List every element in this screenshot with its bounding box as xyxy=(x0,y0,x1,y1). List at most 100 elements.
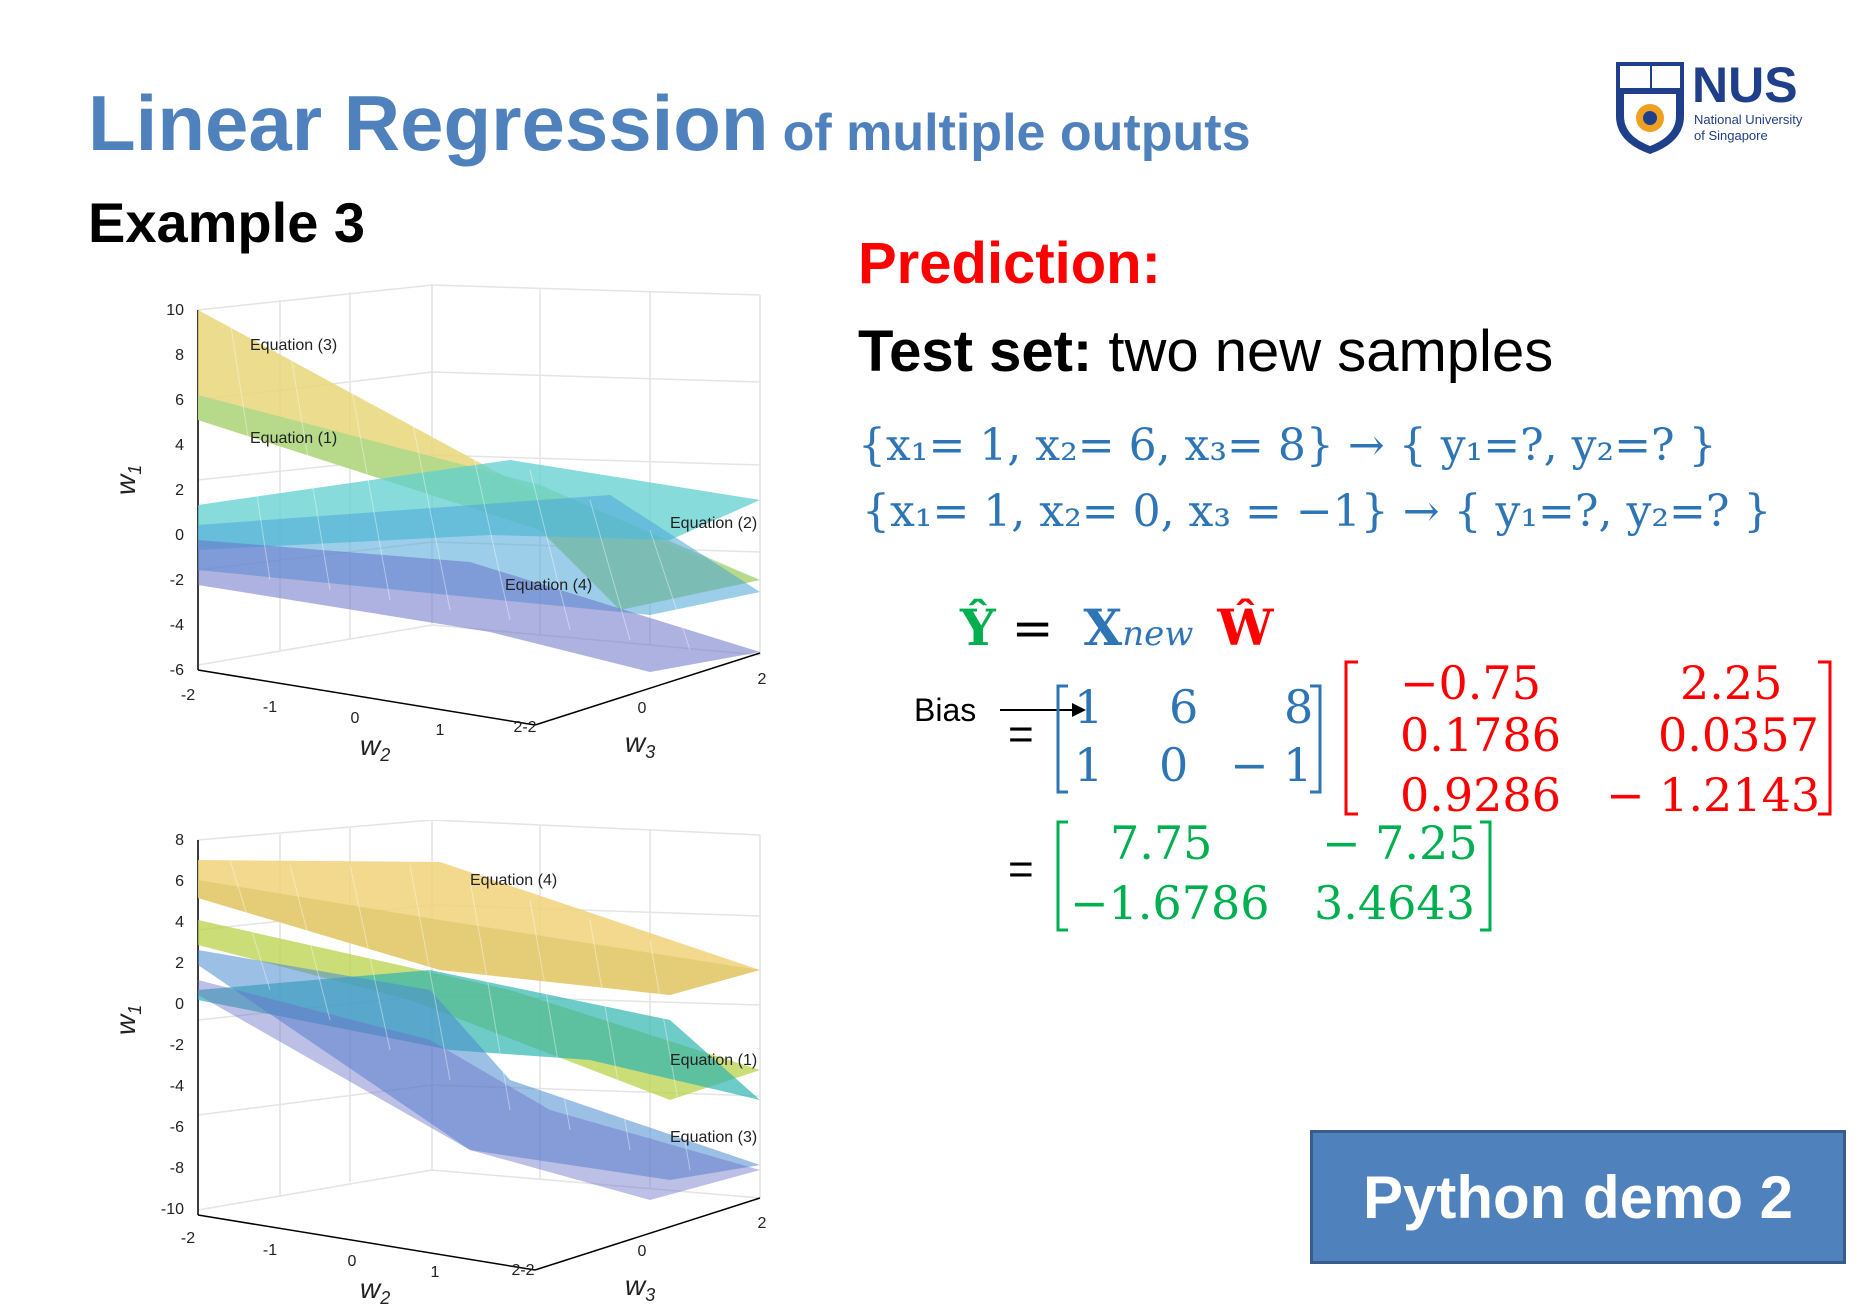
w-cell: −0.75 xyxy=(1400,656,1541,710)
example-heading: Example 3 xyxy=(88,191,366,254)
y-tick: 10 xyxy=(166,302,184,319)
z-axis-label: w xyxy=(625,727,647,758)
title-sub: of multiple outputs xyxy=(782,104,1251,162)
surface-plot-1: 10 8 6 4 2 0 -2 -4 -6 -2 -1 0 1 2-2 0 2 … xyxy=(110,280,790,770)
y-tick: -2 xyxy=(170,572,184,589)
test-set-text: two new samples xyxy=(1108,319,1554,384)
x-cell: − 1 xyxy=(1230,738,1313,792)
sample-1: {x₁= 1, x₂= 6, x₃= 8} → { y₁=?, y₂=? } xyxy=(858,420,1717,471)
plot-annotation: Equation (3) xyxy=(250,337,337,354)
sample-1-arrow: → xyxy=(1347,420,1385,471)
result-cell: −1.6786 xyxy=(1070,876,1270,930)
y-tick: -4 xyxy=(170,617,184,634)
x-cell: 1 xyxy=(1074,738,1104,792)
result-cell: 7.75 xyxy=(1110,816,1213,870)
y-tick: -6 xyxy=(170,662,184,679)
svg-text:w2: w2 xyxy=(360,1273,390,1308)
y-tick: -4 xyxy=(170,1078,184,1095)
y-hat-symbol: Ŷ xyxy=(960,598,996,657)
y-tick: 4 xyxy=(175,914,184,931)
x-tick: 1 xyxy=(436,722,445,739)
y-tick: 6 xyxy=(175,873,184,890)
logo-line1: National University xyxy=(1694,112,1803,127)
nus-logo: NUS National University of Singapore xyxy=(1612,57,1832,158)
w-cell: − 1.2143 xyxy=(1606,768,1821,822)
x-tick: -2 xyxy=(181,1230,195,1247)
y-tick: 6 xyxy=(175,392,184,409)
result-matrix: 7.75 − 7.25 −1.6786 3.4643 xyxy=(1054,816,1494,936)
z-tick: 2 xyxy=(758,671,767,688)
x-tick: 2-2 xyxy=(513,719,536,736)
prediction-formula: Ŷ = Xnew Ŵ xyxy=(960,598,1273,657)
y-tick: 2 xyxy=(175,955,184,972)
sample-2-arrow: → xyxy=(1402,486,1440,537)
y-axis-label: w xyxy=(110,1013,141,1035)
y-axis-label-sub: 1 xyxy=(125,1005,145,1015)
w-cell: 0.9286 xyxy=(1400,768,1561,822)
plot-annotation: Equation (4) xyxy=(470,872,557,889)
result-cell: 3.4643 xyxy=(1314,876,1475,930)
y-tick: 0 xyxy=(175,996,184,1013)
plot-annotation: Equation (2) xyxy=(670,515,757,532)
sample-2-lhs: {x₁= 1, x₂= 0, x₃ = −1} xyxy=(862,486,1389,537)
z-axis-label-sub: 3 xyxy=(645,742,655,762)
y-tick: -6 xyxy=(170,1119,184,1136)
svg-text:w3: w3 xyxy=(625,727,655,762)
test-set-line: Test set: two new samples xyxy=(858,318,1553,385)
x-tick: -1 xyxy=(263,699,277,716)
svg-text:w1: w1 xyxy=(110,465,145,495)
x-tick: -2 xyxy=(181,687,195,704)
slide-title: Linear Regression of multiple outputs xyxy=(88,78,1251,169)
w-cell: 0.1786 xyxy=(1400,708,1561,762)
z-tick: 2 xyxy=(758,1215,767,1232)
w-cell: 0.0357 xyxy=(1658,708,1819,762)
x-matrix: 1 6 8 1 0 − 1 xyxy=(1054,680,1324,800)
x-cell: 8 xyxy=(1284,680,1314,734)
x-cell: 0 xyxy=(1159,738,1189,792)
x-new-symbol: X xyxy=(1083,598,1123,657)
x-tick: 1 xyxy=(431,1264,440,1281)
bias-label: Bias xyxy=(914,692,977,728)
equals-sign-1: = xyxy=(1008,710,1034,759)
x-tick: 2-2 xyxy=(511,1262,534,1279)
plot-annotation: Equation (1) xyxy=(670,1052,757,1069)
x-cell: 6 xyxy=(1169,680,1199,734)
x-tick: 0 xyxy=(351,710,360,727)
z-axis-label: w xyxy=(625,1270,647,1301)
sample-2: {x₁= 1, x₂= 0, x₃ = −1} → { y₁=?, y₂=? } xyxy=(862,486,1771,537)
y-tick: 0 xyxy=(175,527,184,544)
z-tick: 0 xyxy=(638,1243,647,1260)
y-axis-label: w xyxy=(110,473,141,495)
y-tick: 8 xyxy=(175,832,184,849)
y-tick: -10 xyxy=(161,1201,184,1218)
y-tick: 2 xyxy=(175,482,184,499)
python-demo-button[interactable]: Python demo 2 xyxy=(1310,1130,1846,1264)
z-axis-label-sub: 3 xyxy=(645,1285,655,1305)
x-tick: 0 xyxy=(348,1253,357,1270)
equals-sign-2: = xyxy=(1008,845,1034,894)
test-set-label: Test set: xyxy=(858,319,1093,384)
plot-annotation: Equation (1) xyxy=(250,430,337,447)
prediction-heading: Prediction: xyxy=(858,231,1161,296)
title-main: Linear Regression xyxy=(88,79,769,167)
x-axis-label: w xyxy=(360,1273,382,1304)
surface-plot-2: 8 6 4 2 0 -2 -4 -6 -8 -10 -2 -1 0 1 2-2 … xyxy=(110,819,790,1310)
w-hat-symbol: Ŵ xyxy=(1217,598,1274,657)
nus-crest-icon: NUS National University of Singapore xyxy=(1616,57,1803,154)
logo-name: NUS xyxy=(1692,58,1798,113)
x-axis-label: w xyxy=(360,730,382,761)
plot-annotation: Equation (4) xyxy=(505,577,592,594)
x-axis-label-sub: 2 xyxy=(379,1288,390,1308)
z-tick: 0 xyxy=(638,700,647,717)
result-cell: − 7.25 xyxy=(1322,816,1478,870)
y-tick: 4 xyxy=(175,437,184,454)
svg-text:w1: w1 xyxy=(110,1005,145,1035)
x-cell: 1 xyxy=(1074,680,1104,734)
logo-line2: of Singapore xyxy=(1694,128,1768,143)
sample-1-rhs: { y₁=?, y₂=? } xyxy=(1398,420,1717,471)
y-tick: -8 xyxy=(170,1160,184,1177)
x-axis-label-sub: 2 xyxy=(379,745,390,765)
formula-equals: = xyxy=(1011,599,1054,657)
x-tick: -1 xyxy=(263,1242,277,1259)
sample-1-lhs: {x₁= 1, x₂= 6, x₃= 8} xyxy=(858,420,1334,471)
